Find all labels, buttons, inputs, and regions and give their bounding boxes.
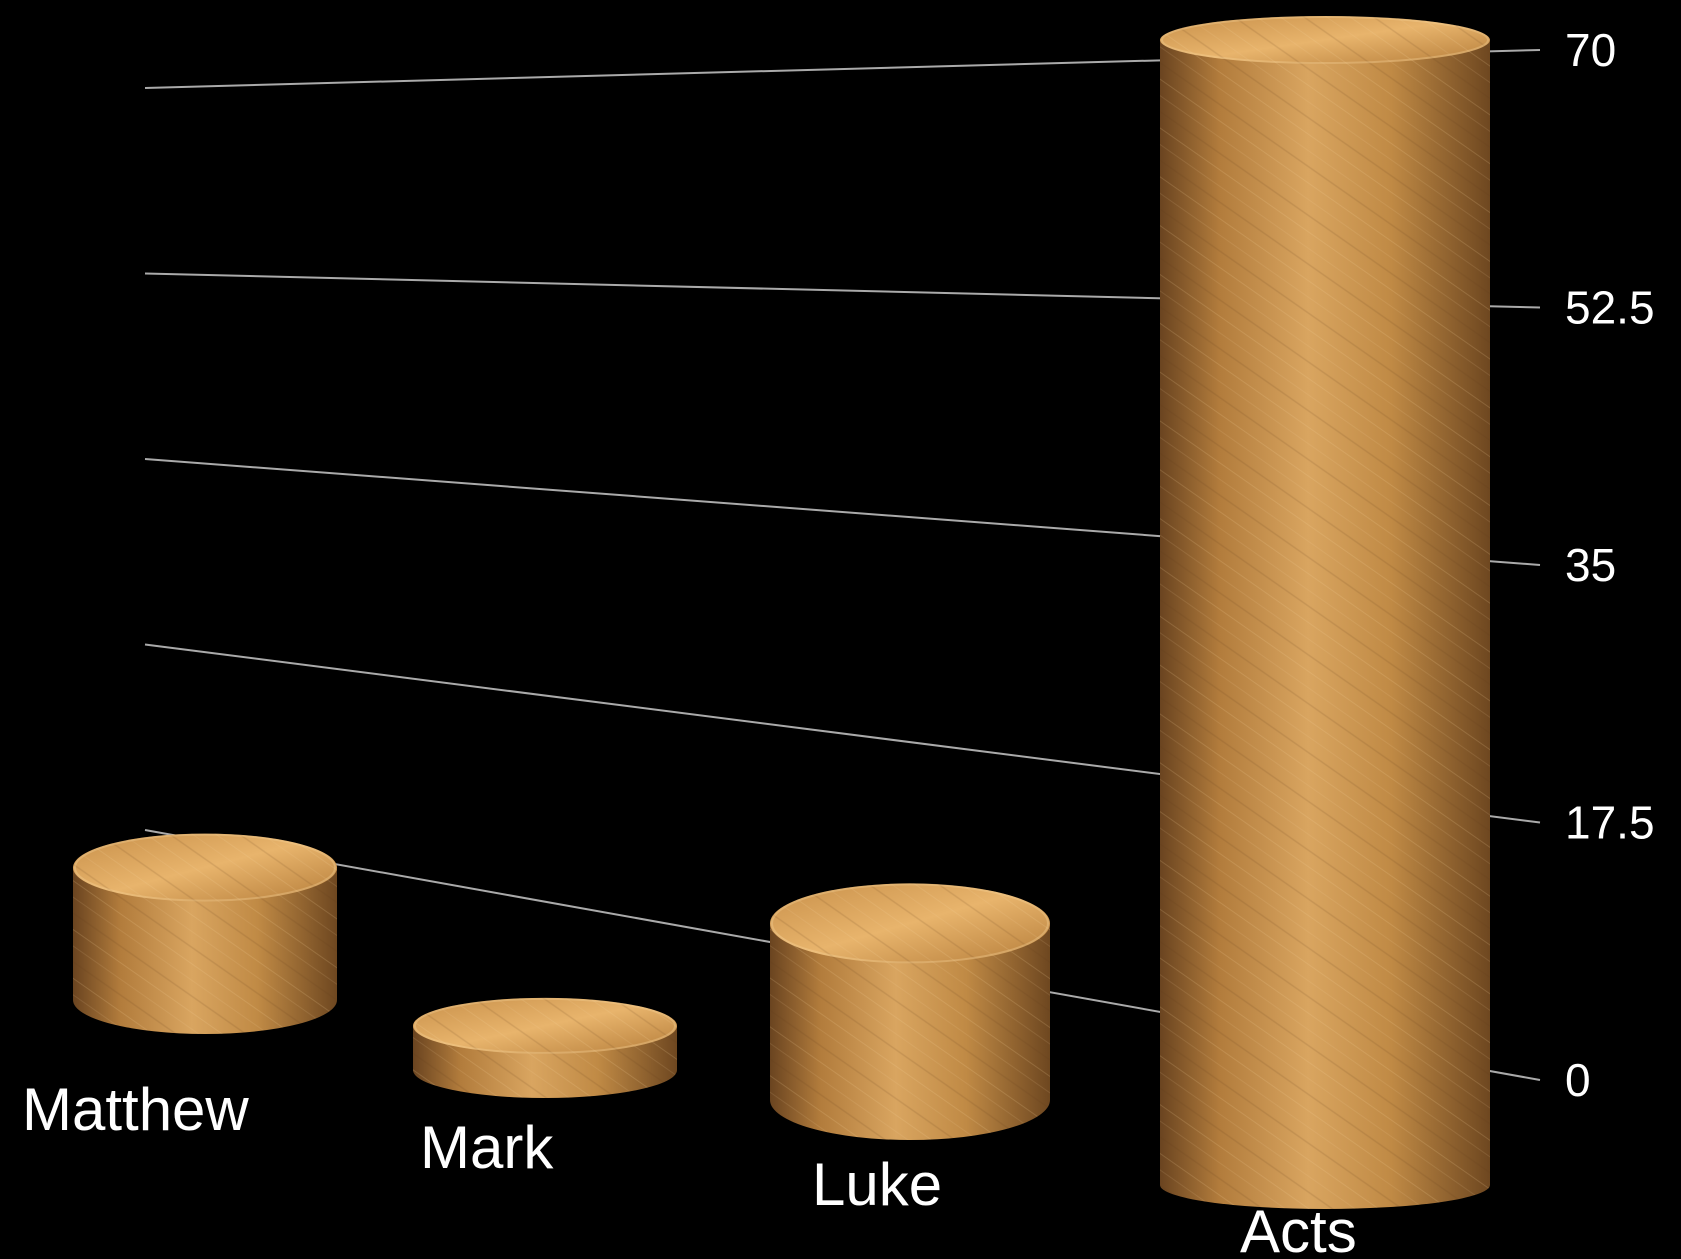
category-labels: Matthew Mark Luke Acts bbox=[22, 1076, 1357, 1259]
category-label-acts: Acts bbox=[1240, 1198, 1357, 1259]
category-label-luke: Luke bbox=[812, 1151, 942, 1218]
y-tick-label-0: 0 bbox=[1565, 1054, 1591, 1106]
category-label-matthew: Matthew bbox=[22, 1076, 249, 1143]
bar-matthew bbox=[73, 833, 337, 1034]
y-tick-label-4: 70 bbox=[1565, 24, 1616, 76]
bar-mark bbox=[413, 997, 677, 1098]
bar-acts bbox=[1160, 16, 1490, 1209]
y-axis-ticks: 0 17.5 35 52.5 70 bbox=[1565, 24, 1655, 1106]
bars bbox=[73, 16, 1490, 1209]
y-tick-label-3: 52.5 bbox=[1565, 282, 1655, 334]
y-tick-label-1: 17.5 bbox=[1565, 797, 1655, 849]
y-tick-label-2: 35 bbox=[1565, 539, 1616, 591]
bar-luke bbox=[770, 883, 1050, 1140]
category-label-mark: Mark bbox=[420, 1114, 554, 1181]
